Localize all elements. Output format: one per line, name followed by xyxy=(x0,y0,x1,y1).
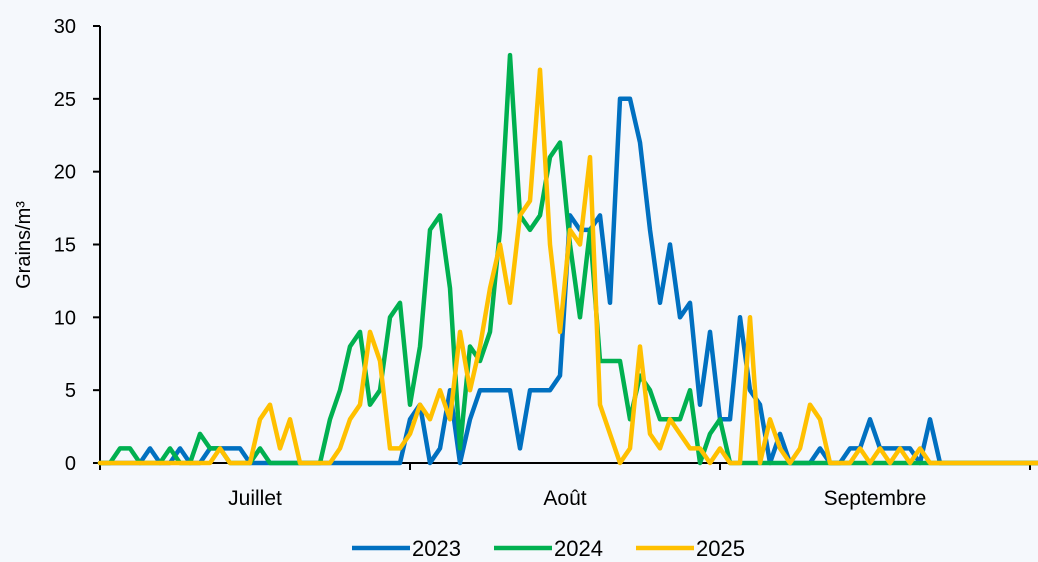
y-tick-label: 25 xyxy=(54,89,76,111)
x-category-label: Juillet xyxy=(228,487,282,510)
legend-label-2024: 2024 xyxy=(554,536,603,561)
x-axis: Juillet Août Septembre xyxy=(99,462,1031,510)
series-lines xyxy=(97,52,1038,466)
y-tick-label: 30 xyxy=(54,16,76,38)
y-axis-label: Grains/m³ xyxy=(13,201,35,289)
series-line-2024 xyxy=(97,52,1038,466)
y-axis: 0 5 10 15 20 25 30 xyxy=(54,16,101,475)
series-line-2023 xyxy=(97,96,1038,466)
y-tick-label: 20 xyxy=(54,162,76,184)
y-tick-label: 15 xyxy=(54,235,76,257)
x-category-label: Septembre xyxy=(824,487,927,510)
y-tick-label: 10 xyxy=(54,307,76,329)
legend: 2023 2024 2025 xyxy=(352,536,745,561)
y-tick-label: 5 xyxy=(65,380,76,402)
series-line-2025 xyxy=(97,67,1038,466)
x-category-label: Août xyxy=(543,487,586,510)
y-tick-label: 0 xyxy=(65,453,76,475)
legend-label-2025: 2025 xyxy=(696,536,745,561)
legend-label-2023: 2023 xyxy=(412,536,461,561)
